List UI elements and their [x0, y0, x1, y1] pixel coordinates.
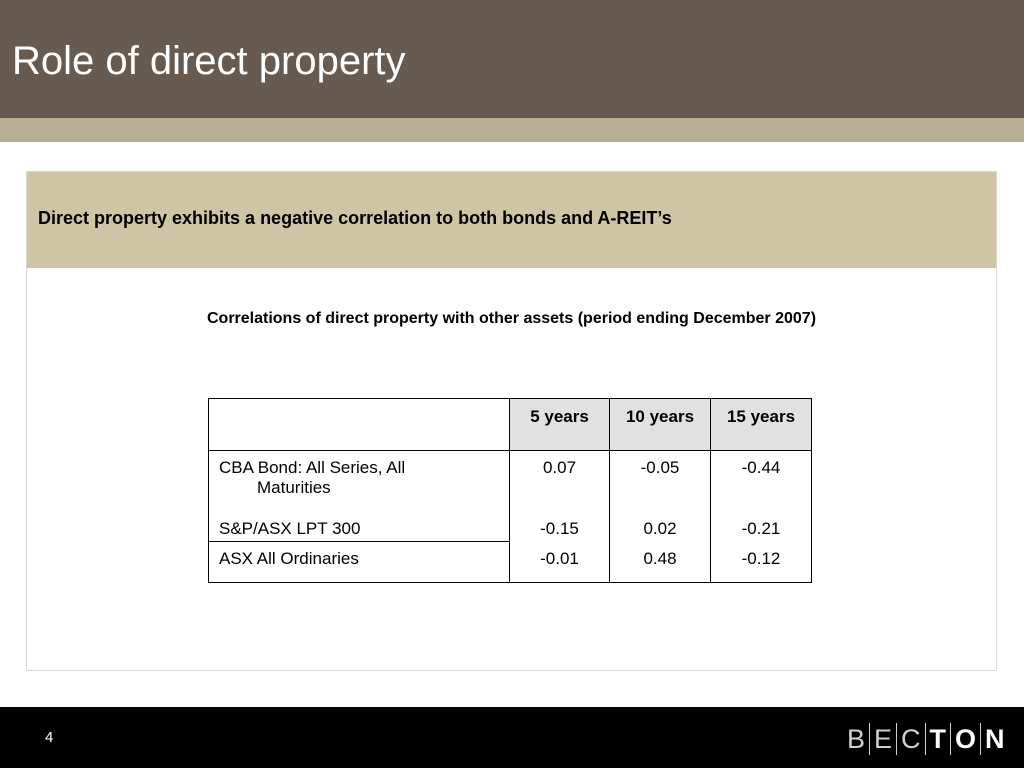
cell-value: 0.02	[609, 514, 711, 542]
table-title: Correlations of direct property with oth…	[206, 310, 817, 327]
cell-value: 0.07	[509, 450, 610, 515]
logo-divider	[950, 723, 952, 755]
headline-text: Direct property exhibits a negative corr…	[38, 208, 672, 228]
content-panel: Direct property exhibits a negative corr…	[26, 171, 997, 671]
logo-letter: O	[955, 724, 977, 754]
row-label: ASX All Ordinaries	[208, 541, 510, 583]
header-cell-empty	[208, 398, 510, 451]
logo-letter: B	[847, 724, 866, 754]
logo-divider	[924, 723, 926, 755]
cell-value: -0.44	[710, 450, 812, 515]
row-label: CBA Bond: All Series, All Maturities	[208, 450, 510, 515]
header-cell-5-years: 5 years	[509, 398, 610, 451]
cell-value: -0.01	[509, 541, 610, 583]
logo-letter: C	[901, 724, 921, 754]
cell-value: -0.15	[509, 514, 610, 542]
becton-logo: B E C T O N	[843, 721, 1009, 757]
table-header-row: 5 years 10 years 15 years	[208, 398, 812, 451]
table-row: CBA Bond: All Series, All Maturities 0.0…	[208, 450, 812, 515]
slide-title: Role of direct property	[12, 39, 406, 83]
accent-band	[0, 118, 1024, 142]
row-label-line1: CBA Bond: All Series, All	[219, 458, 406, 477]
logo-letter: N	[985, 724, 1005, 754]
cell-value: -0.05	[609, 450, 711, 515]
page-number: 4	[45, 729, 54, 746]
table-row: ASX All Ordinaries -0.01 0.48 -0.12	[208, 541, 812, 583]
table-row: S&P/ASX LPT 300 -0.15 0.02 -0.21	[208, 514, 812, 542]
row-label-line2: Maturities	[257, 478, 331, 497]
row-label: S&P/ASX LPT 300	[208, 514, 510, 542]
cell-value: 0.48	[609, 541, 711, 583]
footer-bar: 4 B E C T O N	[0, 707, 1024, 768]
logo-divider	[896, 723, 898, 755]
header-cell-10-years: 10 years	[609, 398, 711, 451]
title-bar: Role of direct property	[0, 0, 1024, 118]
logo-divider	[869, 723, 871, 755]
correlation-table: 5 years 10 years 15 years CBA Bond: All …	[208, 398, 812, 583]
headline-band: Direct property exhibits a negative corr…	[27, 172, 996, 268]
logo-letter: T	[929, 724, 947, 754]
cell-value: -0.12	[710, 541, 812, 583]
header-cell-15-years: 15 years	[710, 398, 812, 451]
cell-value: -0.21	[710, 514, 812, 542]
logo-letter: E	[874, 724, 893, 754]
logo-divider	[980, 723, 982, 755]
